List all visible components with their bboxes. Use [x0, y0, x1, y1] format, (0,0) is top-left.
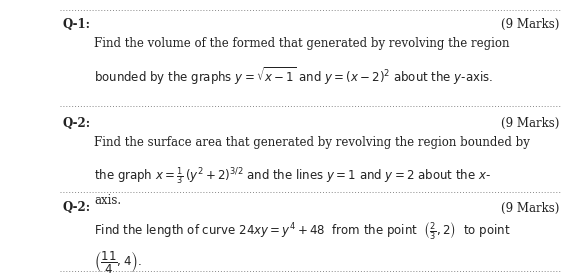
Text: the graph $x = \frac{1}{3}\,(y^2 + 2)^{3/2}$ and the lines $y = 1$ and $y = 2$ a: the graph $x = \frac{1}{3}\,(y^2 + 2)^{3…	[94, 165, 491, 187]
Text: (9 Marks): (9 Marks)	[502, 18, 560, 31]
Text: $\left(\dfrac{11}{4}, 4\right)$.: $\left(\dfrac{11}{4}, 4\right)$.	[94, 249, 142, 275]
Text: (9 Marks): (9 Marks)	[502, 201, 560, 214]
Text: Find the volume of the formed that generated by revolving the region: Find the volume of the formed that gener…	[94, 37, 509, 50]
Text: axis.: axis.	[94, 194, 121, 207]
Text: Q-2:: Q-2:	[62, 201, 90, 214]
Text: Q-2:: Q-2:	[62, 117, 90, 130]
Text: Find the surface area that generated by revolving the region bounded by: Find the surface area that generated by …	[94, 136, 530, 149]
Text: bounded by the graphs $y = \sqrt{x-1}$ and $y = (x-2)^2$ about the $y$-axis.: bounded by the graphs $y = \sqrt{x-1}$ a…	[94, 66, 493, 87]
Text: Find the length of curve $24xy = y^4 + 48$  from the point  $\left(\frac{2}{3}, : Find the length of curve $24xy = y^4 + 4…	[94, 220, 510, 241]
Text: (9 Marks): (9 Marks)	[502, 117, 560, 130]
Text: Q-1:: Q-1:	[62, 18, 90, 31]
